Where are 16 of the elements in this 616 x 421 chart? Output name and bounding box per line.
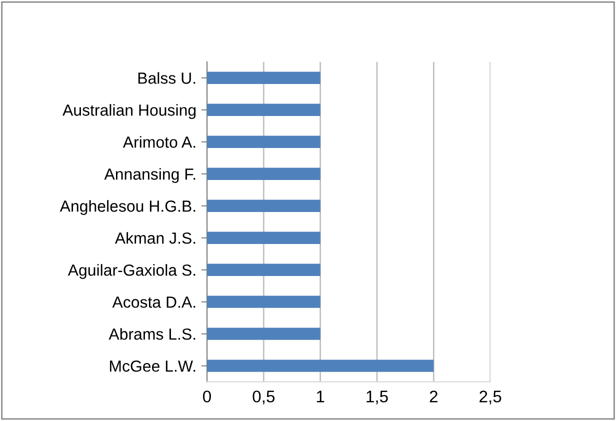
x-tick-label: 0: [202, 390, 211, 402]
y-tick-label: Arimoto A.: [122, 136, 196, 148]
x-tick-label: 0,5: [252, 390, 275, 404]
x-tick-label: 1: [316, 390, 324, 402]
y-tick-label: Anghelesou H.G.B.: [60, 200, 196, 215]
x-tick-label: 2: [430, 390, 438, 402]
y-tick-label: Balss U.: [138, 72, 196, 84]
y-tick-label: Acosta D.A.: [112, 296, 196, 308]
y-tick-label: Abrams L.S.: [108, 328, 196, 340]
y-tick-label: Aguilar-Gaxiola S.: [68, 264, 196, 279]
y-tick-label: McGee L.W.: [110, 360, 196, 372]
y-tick-label: Akman J.S.: [114, 232, 196, 244]
x-tick-label: 1,5: [366, 390, 388, 404]
y-tick-label: Annansing F.: [104, 168, 196, 183]
x-tick-label: 2,5: [480, 390, 502, 404]
y-tick-label: Australian Housing: [62, 104, 196, 119]
